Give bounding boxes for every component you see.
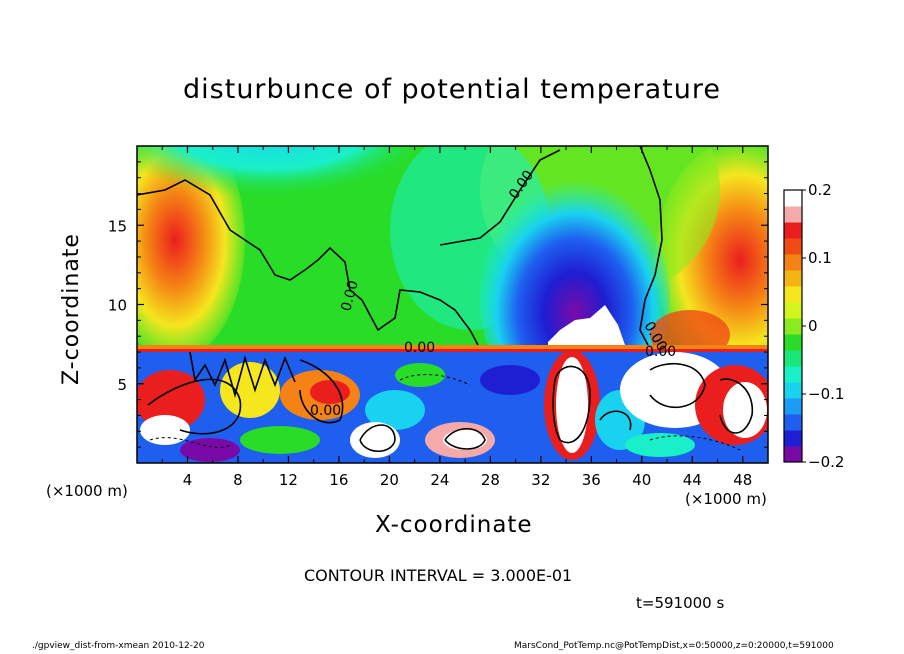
contour-labels: 0.00 0.00 0.00 0.00 0.00 0.00	[310, 168, 676, 419]
colorbar-swatch	[784, 254, 802, 271]
colorbar-tick-label: 0.1	[808, 249, 832, 267]
colorbar-swatch	[784, 334, 802, 351]
x-tick-label: 20	[380, 471, 399, 489]
field-interface	[137, 345, 768, 351]
y-tick-label: 15	[108, 217, 127, 235]
x-tick-label: 36	[582, 471, 601, 489]
x-tick-label: 40	[632, 471, 651, 489]
x-tick-label: 8	[233, 471, 243, 489]
colorbar-tick-label: 0.2	[808, 181, 832, 199]
y-axis: 5 10 15	[108, 161, 768, 448]
field-lower-patches	[137, 350, 768, 462]
x-unit-right: (×1000 m)	[685, 490, 767, 508]
colorbar: 0.2 0.1 0 −0.1 −0.2	[783, 181, 844, 471]
colorbar-swatch	[784, 398, 802, 415]
contour-lines-dashed	[149, 374, 741, 451]
contour-label-3: 0.00	[404, 340, 435, 356]
field-white-cap	[548, 305, 625, 345]
colorbar-swatch	[784, 350, 802, 367]
colorbar-swatch	[784, 238, 802, 255]
x-tick-label: 16	[329, 471, 348, 489]
footer-right: MarsCond_PotTemp.nc@PotTempDist,x=0:5000…	[514, 641, 834, 651]
y-tick-label: 10	[108, 297, 127, 315]
x-tick-label: 12	[279, 471, 298, 489]
x-tick-label: 4	[183, 471, 193, 489]
contour-label-6: 0.00	[310, 403, 341, 419]
colorbar-swatch	[784, 302, 802, 319]
colorbar-swatch	[784, 190, 802, 207]
colorbar-swatch	[784, 446, 802, 463]
contour-lines	[137, 146, 753, 453]
field-cool-top	[137, 146, 410, 210]
heatmap-field	[137, 146, 768, 463]
colorbar-swatch	[784, 222, 802, 239]
field-interface-core	[137, 349, 768, 352]
chart-title: disturbunce of potential temperature	[183, 74, 721, 105]
footer-left: ./gpview_dist-from-xmean 2010-12-20	[32, 641, 205, 651]
x-axis: 4 8 12 16 20 24 28 32 36 40 44 48	[161, 146, 752, 489]
contour-label-5: 0.00	[645, 344, 676, 360]
colorbar-swatch	[784, 318, 802, 335]
x-tick-label: 32	[531, 471, 550, 489]
x-tick-label: 48	[733, 471, 752, 489]
y-axis-label: Z-coordinate	[59, 233, 84, 385]
x-axis-label: X-coordinate	[375, 512, 533, 538]
x-tick-label: 24	[430, 471, 449, 489]
colorbar-swatch	[784, 270, 802, 287]
y-tick-label: 5	[117, 376, 127, 394]
colorbar-swatch	[784, 206, 802, 223]
x-unit-left: (×1000 m)	[46, 482, 128, 500]
x-tick-label: 28	[481, 471, 500, 489]
colorbar-tick-label: 0	[808, 317, 818, 335]
time-stamp: t=591000 s	[636, 594, 725, 612]
colorbar-swatch	[784, 430, 802, 447]
x-tick-label: 44	[683, 471, 702, 489]
colorbar-swatch	[784, 382, 802, 399]
colorbar-tick-label: −0.2	[808, 453, 844, 471]
colorbar-tick-label: −0.1	[808, 385, 844, 403]
contour-interval: CONTOUR INTERVAL = 3.000E-01	[304, 566, 573, 585]
colorbar-swatch	[784, 414, 802, 431]
contour-label-2: 0.00	[338, 279, 362, 313]
colorbar-swatch	[784, 366, 802, 383]
colorbar-swatch	[784, 286, 802, 303]
